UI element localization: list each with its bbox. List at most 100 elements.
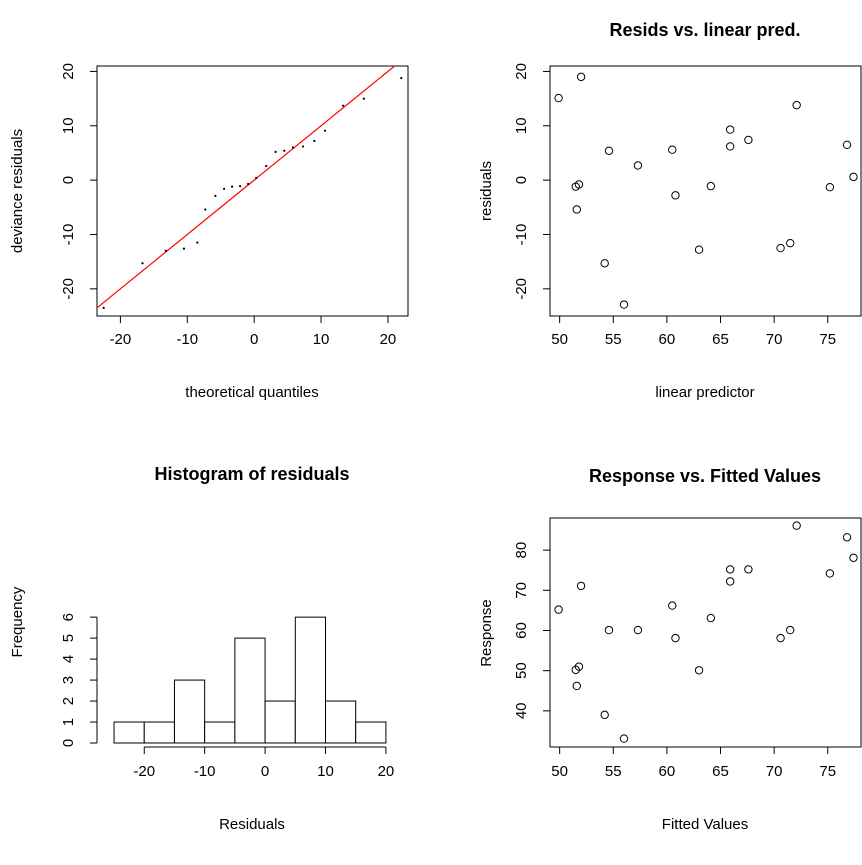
scatter-point	[574, 662, 584, 671]
qq-point	[301, 145, 305, 148]
y-tick-label: 5	[60, 634, 77, 642]
scatter-point	[671, 191, 680, 200]
qq-point	[323, 129, 327, 132]
scatter-point	[600, 259, 609, 268]
x-tick-label: 75	[819, 763, 836, 780]
qq-point	[182, 247, 186, 250]
chart-title: Histogram of residuals	[154, 464, 349, 484]
qq-point	[204, 208, 207, 211]
x-tick-label: 20	[380, 331, 397, 348]
histogram-bar	[264, 700, 296, 744]
scatter-point	[671, 633, 680, 643]
histogram-bar	[113, 721, 145, 744]
chart-panel-3: Histogram of residuals Residuals Frequency…	[9, 464, 394, 833]
scatter-point	[842, 533, 852, 542]
histogram-bar	[294, 616, 326, 744]
scatter-point	[554, 605, 563, 614]
scatter-point	[633, 161, 643, 170]
y-tick-label: 2	[60, 697, 77, 705]
x-tick-label: 70	[766, 763, 783, 780]
scatter-point	[725, 577, 735, 586]
scatter-point	[706, 613, 716, 623]
scatter-point	[619, 734, 629, 743]
qq-reference-line	[97, 66, 396, 309]
scatter-point	[572, 681, 582, 691]
scatter-point	[849, 553, 858, 562]
scatter-point	[792, 100, 801, 110]
y-tick-label: 10	[513, 117, 530, 134]
scatter-point	[668, 145, 677, 154]
y-tick-label: 10	[60, 117, 77, 134]
x-tick-label: 65	[712, 331, 729, 348]
y-tick-label: 60	[513, 622, 530, 639]
x-tick-label: 10	[317, 763, 334, 780]
histogram-bar	[325, 700, 357, 744]
chart-panel-1: theoretical quantiles deviance residuals -…	[9, 63, 409, 401]
histogram-bar	[143, 721, 175, 744]
y-tick-label: 4	[60, 655, 77, 663]
x-tick-label: 0	[261, 763, 269, 780]
x-axis-label: Fitted Values	[662, 816, 748, 833]
x-tick-label: 55	[605, 763, 622, 780]
scatter-point	[668, 601, 677, 610]
x-axis-label: Residuals	[219, 816, 285, 833]
y-tick-label: 6	[60, 613, 77, 621]
y-tick-label: 0	[60, 176, 77, 184]
y-tick-label: 40	[513, 702, 530, 719]
y-axis-label: Frequency	[9, 586, 26, 657]
scatter-point	[694, 666, 704, 675]
x-tick-label: 65	[712, 763, 729, 780]
x-tick-label: 10	[313, 331, 330, 348]
qq-point	[231, 185, 234, 188]
chart-title: Resids vs. linear pred.	[609, 20, 800, 40]
qq-point	[196, 241, 199, 244]
qq-point	[141, 262, 144, 265]
plot-area	[554, 521, 858, 743]
y-tick-label: 3	[60, 676, 77, 684]
qq-point	[313, 139, 316, 143]
x-axis-label: theoretical quantiles	[185, 384, 318, 401]
y-tick-label: 20	[513, 63, 530, 80]
x-tick-label: 60	[659, 331, 676, 348]
chart-panel-2: Resids vs. linear pred. linear predictor r…	[478, 20, 862, 401]
scatter-point	[776, 633, 785, 643]
plot-frame	[96, 65, 409, 317]
scatter-point	[825, 182, 835, 192]
y-tick-label: 70	[513, 582, 530, 599]
qq-point	[400, 76, 403, 80]
y-axis-label: deviance residuals	[9, 129, 26, 253]
y-tick-label: -20	[513, 278, 530, 300]
scatter-point	[706, 181, 716, 191]
x-tick-label: -10	[176, 331, 198, 348]
qq-point	[164, 249, 167, 252]
y-axis-label: residuals	[478, 161, 495, 221]
scatter-point	[572, 205, 582, 214]
scatter-point	[576, 72, 586, 82]
qq-point	[102, 306, 105, 309]
y-tick-label: 0	[513, 176, 530, 184]
qq-point	[291, 146, 295, 149]
scatter-point	[600, 710, 609, 720]
qq-point	[274, 150, 277, 153]
scatter-point	[725, 125, 735, 134]
y-tick-label: 1	[60, 718, 77, 726]
x-tick-label: 20	[378, 763, 395, 780]
x-axis-label: linear predictor	[655, 384, 754, 401]
qq-point	[239, 185, 242, 188]
scatter-point	[604, 146, 614, 155]
scatter-point	[849, 172, 858, 182]
y-tick-label: 50	[513, 662, 530, 679]
y-tick-label: -10	[60, 224, 77, 246]
scatter-point	[842, 140, 852, 150]
qq-point	[255, 176, 258, 180]
scatter-point	[744, 565, 753, 574]
histogram-bar	[204, 721, 236, 744]
qq-point	[247, 182, 250, 186]
qq-point	[283, 149, 286, 152]
x-tick-label: 0	[250, 331, 258, 348]
scatter-point	[792, 521, 801, 530]
scatter-point	[744, 135, 753, 145]
chart-panel-4: Response vs. Fitted Values Fitted Values R…	[478, 466, 862, 833]
